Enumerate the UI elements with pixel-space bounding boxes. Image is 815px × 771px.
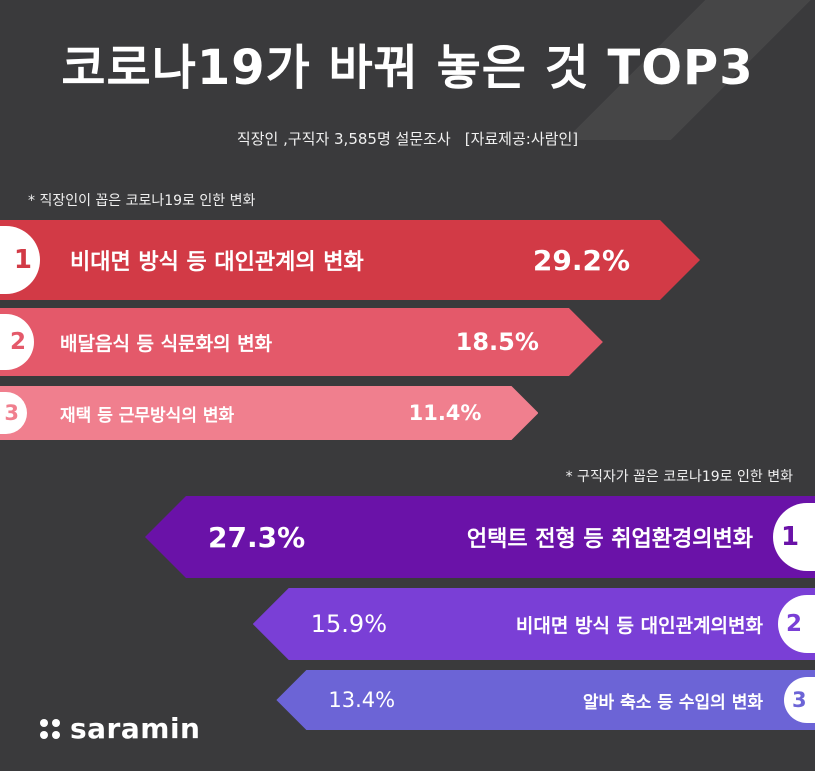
source-credit: [자료제공:사람인]: [464, 130, 579, 148]
jobseeker-bar-label: 알바 축소 등 수입의 변화: [582, 692, 763, 713]
worker-bar-value: 18.5%: [455, 328, 539, 356]
worker-bar-value: 11.4%: [408, 401, 482, 425]
worker-rank-wrap: 3: [0, 386, 27, 440]
jobseeker-bar-2: 비대면 방식 등 대인관계의변화 15.9%: [252, 588, 815, 660]
jobseeker-bar-3: 알바 축소 등 수입의 변화 13.4%: [276, 670, 815, 730]
decorative-stripe: [475, 0, 815, 140]
worker-bar-label: 배달음식 등 식문화의 변화: [60, 332, 273, 355]
worker-bar-1: 비대면 방식 등 대인관계의 변화 29.2%: [0, 220, 700, 300]
worker-bar-3: 재택 등 근무방식의 변화 11.4%: [0, 386, 538, 440]
jobseeker-bar-label: 언택트 전형 등 취업환경의변화: [466, 527, 753, 552]
jobseeker-section-title: * 구직자가 꼽은 코로나19로 인한 변화: [565, 469, 793, 485]
jobseeker-bar-value: 15.9%: [310, 610, 387, 638]
worker-bar-2: 배달음식 등 식문화의 변화 18.5%: [0, 308, 603, 376]
worker-bar-label: 비대면 방식 등 대인관계의 변화: [70, 250, 364, 275]
saramin-logo: saramin: [40, 712, 200, 745]
page-title: 코로나19가 바꿔 놓은 것 TOP3: [61, 40, 754, 96]
worker-section-title: * 직장인이 꼽은 코로나19로 인한 변화: [28, 193, 256, 209]
jobseeker-bar-value: 13.4%: [328, 688, 396, 712]
survey-description: 직장인 ,구직자 3,585명 설문조사: [236, 130, 451, 148]
jobseeker-bar-label: 비대면 방식 등 대인관계의변화: [515, 614, 763, 637]
jobseeker-bar-1: 언택트 전형 등 취업환경의변화 27.3%: [145, 496, 815, 578]
jobseeker-rank-3: 3: [784, 677, 815, 723]
jobseeker-bar-value: 27.3%: [208, 520, 306, 554]
worker-rank-wrap: 2: [0, 308, 34, 376]
subtitle: 직장인 ,구직자 3,585명 설문조사 [자료제공:사람인]: [0, 128, 815, 149]
logo-dots-icon: [40, 718, 60, 739]
worker-bar-label: 재택 등 근무방식의 변화: [60, 405, 235, 426]
worker-bar-value: 29.2%: [532, 243, 630, 277]
worker-rank-wrap: 1: [0, 220, 40, 300]
logo-wordmark: saramin: [70, 712, 201, 745]
